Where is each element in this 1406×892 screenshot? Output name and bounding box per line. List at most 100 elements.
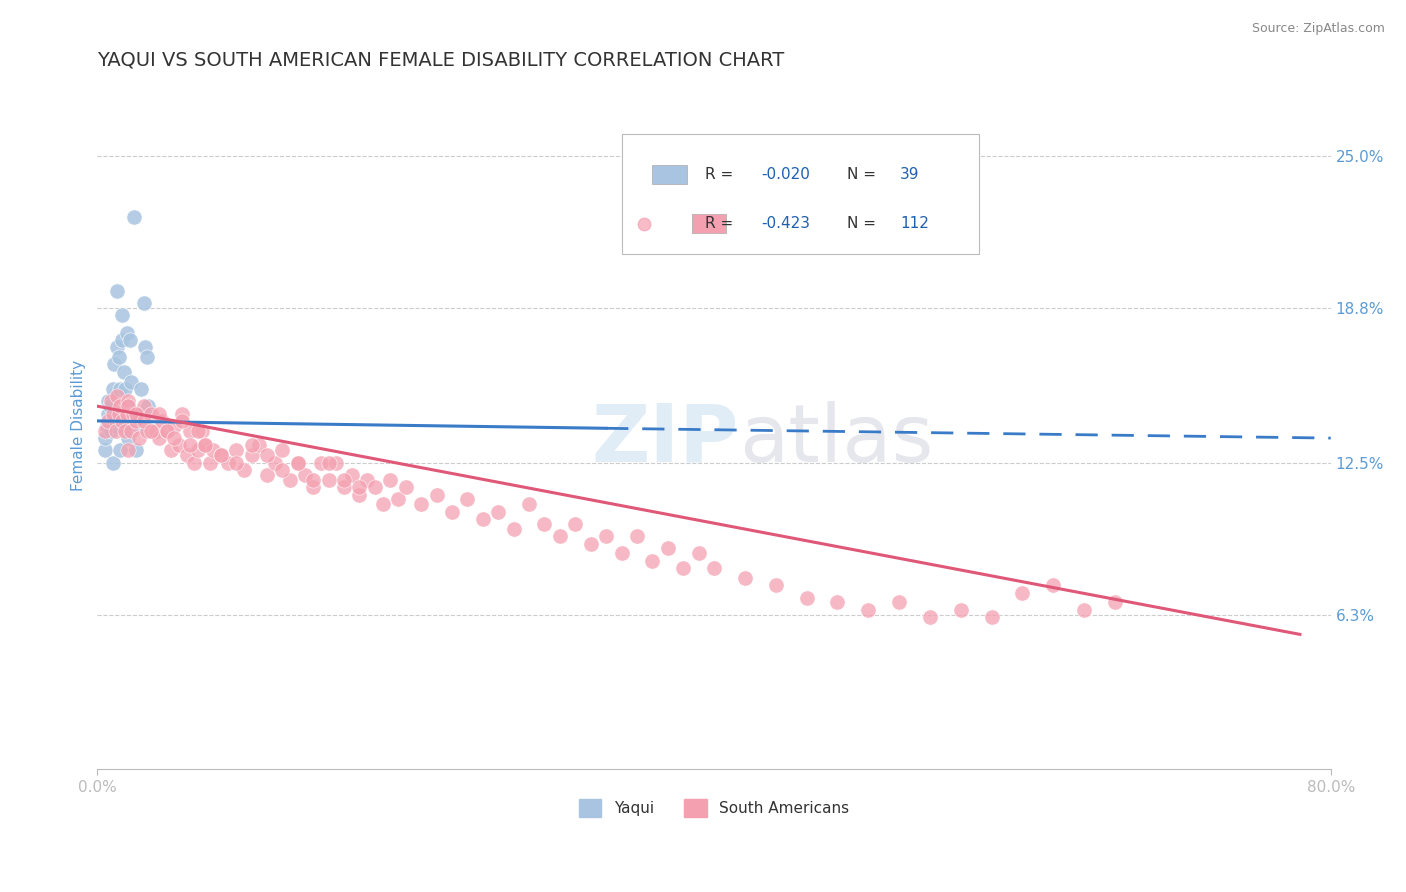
Point xyxy=(349,480,371,494)
Point xyxy=(887,595,910,609)
Point xyxy=(176,448,198,462)
Point xyxy=(187,424,209,438)
Point xyxy=(125,407,148,421)
Point xyxy=(94,431,117,445)
Point xyxy=(97,394,120,409)
Point xyxy=(121,407,143,421)
Point xyxy=(240,448,263,462)
Point xyxy=(101,407,124,421)
Point xyxy=(626,529,648,543)
Text: Source: ZipAtlas.com: Source: ZipAtlas.com xyxy=(1251,22,1385,36)
Point xyxy=(263,456,285,470)
Point xyxy=(364,480,387,494)
Point xyxy=(1073,603,1095,617)
Point xyxy=(232,463,254,477)
Point xyxy=(156,424,179,438)
Point xyxy=(114,418,136,433)
Point xyxy=(918,610,941,624)
Point xyxy=(371,497,394,511)
Point xyxy=(179,438,201,452)
Point xyxy=(333,480,356,494)
Point xyxy=(287,456,309,470)
Point xyxy=(411,497,433,511)
Point xyxy=(610,546,633,560)
Point xyxy=(172,414,194,428)
Point xyxy=(425,487,447,501)
Point xyxy=(225,443,247,458)
Point xyxy=(105,389,128,403)
Point xyxy=(356,473,378,487)
Y-axis label: Female Disability: Female Disability xyxy=(72,360,86,491)
Point xyxy=(132,296,155,310)
Point xyxy=(302,473,325,487)
Point xyxy=(187,443,209,458)
Point xyxy=(114,424,136,438)
Point xyxy=(209,448,232,462)
Point xyxy=(456,492,478,507)
Point xyxy=(117,399,139,413)
Point xyxy=(318,473,340,487)
Point xyxy=(100,394,122,409)
Point xyxy=(688,546,710,560)
Point xyxy=(97,407,120,421)
Legend: Yaqui, South Americans: Yaqui, South Americans xyxy=(572,793,856,823)
Point xyxy=(163,431,186,445)
Point xyxy=(1104,595,1126,609)
Point xyxy=(104,424,127,438)
Point xyxy=(132,414,155,428)
Text: 39: 39 xyxy=(900,168,920,182)
Point xyxy=(387,492,409,507)
Point xyxy=(110,443,132,458)
Point xyxy=(121,407,143,421)
Point xyxy=(502,522,524,536)
Point xyxy=(240,438,263,452)
Point xyxy=(201,443,224,458)
Point xyxy=(114,382,136,396)
Point xyxy=(533,516,555,531)
Point xyxy=(1042,578,1064,592)
Point xyxy=(247,438,270,452)
Point xyxy=(595,529,617,543)
Point xyxy=(271,443,294,458)
Point xyxy=(294,467,316,482)
Text: N =: N = xyxy=(848,168,882,182)
Point xyxy=(125,443,148,458)
Point xyxy=(156,424,179,438)
Point xyxy=(103,358,125,372)
Point xyxy=(858,603,880,617)
Point xyxy=(111,309,134,323)
Point xyxy=(108,407,131,421)
Point xyxy=(302,480,325,494)
Point xyxy=(115,326,138,340)
Point xyxy=(198,456,221,470)
Point xyxy=(548,529,571,543)
Point xyxy=(734,571,756,585)
Point xyxy=(118,333,141,347)
Point xyxy=(150,414,173,428)
Point xyxy=(101,411,124,425)
Point xyxy=(135,424,157,438)
Point xyxy=(167,438,190,452)
Point xyxy=(160,443,183,458)
Point xyxy=(141,407,163,421)
FancyBboxPatch shape xyxy=(692,214,727,234)
Point xyxy=(117,399,139,413)
Point xyxy=(1011,585,1033,599)
Point xyxy=(194,438,217,452)
Point xyxy=(287,456,309,470)
Point xyxy=(278,473,301,487)
Point xyxy=(115,407,138,421)
Text: R =: R = xyxy=(706,216,738,231)
Point xyxy=(172,407,194,421)
Point xyxy=(517,497,540,511)
Point xyxy=(117,394,139,409)
Point xyxy=(256,448,278,462)
Text: R =: R = xyxy=(706,168,738,182)
Point xyxy=(217,456,239,470)
FancyBboxPatch shape xyxy=(621,134,979,254)
Point xyxy=(101,456,124,470)
Point xyxy=(108,414,131,428)
Point xyxy=(641,554,664,568)
Point xyxy=(325,456,347,470)
Point xyxy=(94,424,117,438)
